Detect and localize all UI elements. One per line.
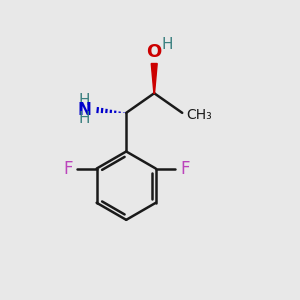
Text: N: N (77, 101, 91, 119)
Text: H: H (78, 111, 90, 126)
Text: CH₃: CH₃ (187, 108, 212, 122)
Text: F: F (180, 160, 189, 178)
Text: H: H (162, 37, 173, 52)
Text: F: F (63, 160, 73, 178)
Text: H: H (78, 94, 90, 109)
Polygon shape (151, 64, 157, 93)
Text: O: O (147, 43, 162, 61)
